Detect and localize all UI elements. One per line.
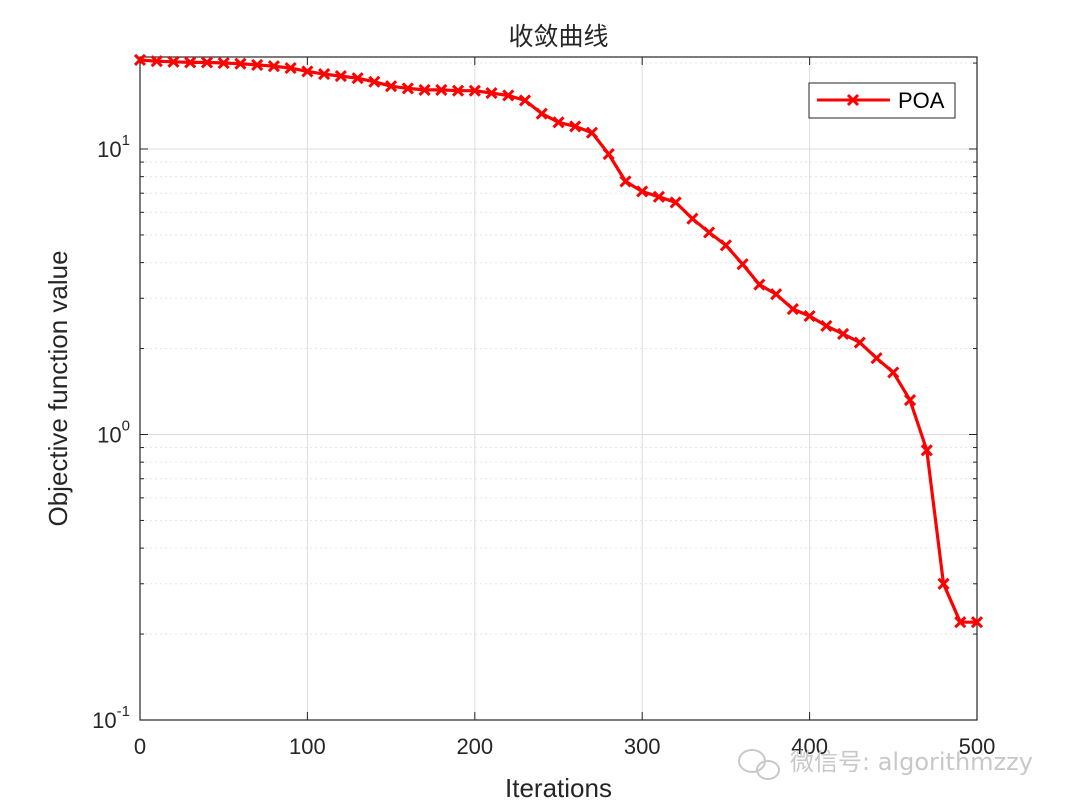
- data-point-marker: [318, 68, 331, 81]
- y-tick-exponent: 1: [122, 132, 130, 149]
- x-tick-label: 500: [959, 734, 996, 759]
- data-point-marker: [301, 65, 314, 78]
- data-point-marker: [167, 55, 180, 68]
- y-tick-label: 10-1: [92, 703, 130, 733]
- data-point-marker: [435, 83, 448, 97]
- data-point-marker: [619, 175, 632, 188]
- x-tick-label: 100: [289, 734, 326, 759]
- data-point-marker: [954, 616, 967, 629]
- data-point-marker: [569, 120, 582, 133]
- data-point-marker: [585, 126, 599, 139]
- y-tick-label: 101: [97, 132, 130, 162]
- data-point-marker: [502, 89, 515, 102]
- data-point-marker: [970, 616, 984, 629]
- data-point-marker: [150, 55, 163, 68]
- data-point-marker: [703, 226, 716, 239]
- data-point-marker: [602, 147, 615, 161]
- y-axis-title: Objective function value: [43, 250, 73, 526]
- data-point-marker: [837, 327, 850, 341]
- legend: POA: [808, 82, 956, 119]
- data-point-marker: [267, 60, 280, 73]
- data-point-marker: [803, 309, 816, 323]
- data-point-marker: [518, 94, 532, 107]
- data-point-marker: [669, 196, 682, 209]
- data-point-marker: [636, 185, 649, 198]
- x-tick-label: 200: [456, 734, 493, 759]
- x-axis-title: Iterations: [505, 773, 612, 803]
- data-point-marker: [251, 58, 264, 71]
- data-point-marker: [820, 319, 833, 333]
- data-point-marker: [753, 278, 766, 291]
- data-point-marker: [234, 57, 247, 70]
- y-tick-exponent: -1: [117, 703, 130, 720]
- legend-marker-x: [846, 93, 860, 107]
- data-point-marker: [468, 84, 481, 97]
- data-point-marker: [133, 53, 147, 67]
- data-point-marker: [451, 84, 465, 97]
- series-line-poa: [139, 58, 977, 624]
- data-point-marker: [418, 83, 431, 97]
- data-point-marker: [200, 56, 214, 69]
- data-point-marker: [184, 56, 197, 69]
- data-point-marker: [903, 394, 917, 407]
- wechat-icon: [738, 749, 780, 780]
- watermark: 微信号: algorithmzzy: [738, 748, 1033, 780]
- x-tick-label: 300: [624, 734, 661, 759]
- data-point-marker: [719, 239, 732, 252]
- data-point-marker: [401, 82, 414, 95]
- data-point-marker: [870, 352, 883, 365]
- y-tick-base: 10: [92, 708, 116, 733]
- data-point-marker: [552, 116, 565, 129]
- x-tick-label: 400: [791, 734, 828, 759]
- data-point-marker: [937, 577, 950, 590]
- data-point-marker: [284, 62, 297, 75]
- data-point-marker: [770, 288, 783, 301]
- data-point-marker: [334, 70, 347, 83]
- data-point-marker: [385, 80, 398, 93]
- data-point-marker: [535, 107, 548, 120]
- grid: [140, 57, 977, 720]
- x-tick-label: 0: [134, 734, 146, 759]
- data-point-marker: [887, 366, 900, 379]
- watermark-text: 微信号: algorithmzzy: [790, 748, 1033, 776]
- data-point-marker: [786, 303, 799, 316]
- data-point-marker: [736, 258, 749, 271]
- data-point-marker: [217, 56, 230, 70]
- data-point-marker: [652, 190, 666, 203]
- y-tick-base: 10: [97, 137, 121, 162]
- plot-area-frame: [139, 56, 978, 721]
- data-point-marker: [368, 75, 381, 88]
- data-point-marker: [853, 336, 866, 349]
- y-tick-label: 100: [97, 417, 130, 447]
- legend-label-poa: POA: [898, 88, 945, 113]
- data-point-marker: [485, 87, 498, 100]
- data-point-marker: [351, 72, 364, 85]
- chart-title: 收敛曲线: [508, 22, 608, 51]
- y-tick-exponent: 0: [122, 417, 130, 434]
- data-point-marker: [920, 444, 933, 457]
- data-point-marker: [686, 212, 699, 225]
- y-tick-base: 10: [97, 422, 121, 447]
- series-layer: [133, 53, 984, 629]
